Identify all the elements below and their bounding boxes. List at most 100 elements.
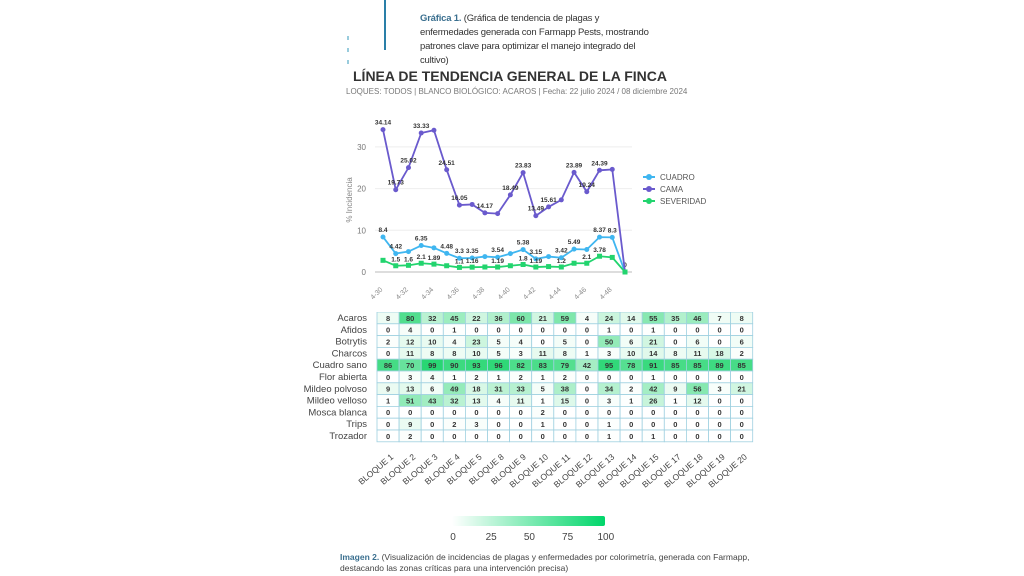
- cell-value: 70: [406, 361, 414, 370]
- cell-value: 55: [649, 314, 657, 323]
- cell-value: 23: [472, 337, 480, 346]
- y-tick-label: 30: [357, 143, 366, 152]
- data-point: [533, 264, 539, 270]
- cell-value: 5: [563, 337, 567, 346]
- data-point: [444, 250, 450, 256]
- cell-value: 0: [673, 432, 677, 441]
- data-label: 1.6: [404, 256, 413, 263]
- data-point: [418, 243, 424, 249]
- row-label: Mildeo polvoso: [304, 384, 367, 395]
- data-point: [418, 260, 424, 266]
- cell-value: 2: [386, 337, 390, 346]
- cell-value: 4: [408, 326, 413, 335]
- data-point: [507, 192, 513, 198]
- cell-value: 96: [494, 361, 502, 370]
- cell-value: 10: [472, 349, 480, 358]
- data-point: [584, 189, 590, 195]
- data-label: 8.4: [378, 227, 387, 234]
- row-label: Trozador: [329, 431, 367, 442]
- row-label: Mildeo velloso: [307, 396, 367, 407]
- cell-value: 34: [605, 385, 614, 394]
- cell-value: 60: [516, 314, 524, 323]
- data-point: [431, 127, 437, 133]
- cell-value: 0: [717, 337, 721, 346]
- cell-value: 0: [585, 326, 589, 335]
- data-point: [520, 170, 526, 176]
- row-label: Mosca blanca: [308, 407, 367, 418]
- cell-value: 8: [430, 349, 434, 358]
- cell-value: 1: [673, 396, 677, 405]
- cell-value: 0: [673, 408, 677, 417]
- cell-value: 0: [386, 432, 390, 441]
- data-label: 8.3: [608, 227, 617, 234]
- cell-value: 3: [607, 349, 611, 358]
- cell-value: 0: [519, 326, 523, 335]
- cell-value: 36: [494, 314, 502, 323]
- data-point: [405, 249, 411, 255]
- cell-value: 79: [561, 361, 569, 370]
- data-point: [495, 211, 501, 217]
- heatmap: Acaros 8 80 32 45 22 36 60 21 59 4 24 14 55 35 46 7 8Afid…: [304, 312, 754, 490]
- cell-value: 0: [740, 326, 744, 335]
- cell-value: 0: [695, 326, 699, 335]
- cell-value: 80: [406, 314, 414, 323]
- caption-label: Imagen 2.: [340, 552, 380, 562]
- cell-value: 5: [496, 337, 500, 346]
- cell-value: 43: [428, 396, 436, 405]
- cell-value: 0: [585, 420, 589, 429]
- data-point: [597, 167, 603, 173]
- cell-value: 85: [671, 361, 679, 370]
- cell-value: 0: [585, 373, 589, 382]
- cell-value: 0: [519, 420, 523, 429]
- cell-value: 0: [740, 432, 744, 441]
- data-point: [456, 202, 462, 208]
- cell-value: 0: [740, 396, 744, 405]
- cell-value: 0: [695, 432, 699, 441]
- data-point: [558, 264, 564, 270]
- data-label: 19.24: [579, 182, 596, 189]
- data-label: 4.42: [389, 244, 402, 251]
- data-label: 14.17: [477, 203, 494, 210]
- cell-value: 10: [428, 337, 436, 346]
- cell-value: 0: [496, 326, 500, 335]
- cell-value: 50: [605, 337, 613, 346]
- cell-value: 1: [541, 396, 545, 405]
- data-point: [609, 254, 615, 260]
- colorbar-tick: 50: [523, 532, 535, 543]
- cell-value: 0: [629, 408, 633, 417]
- cell-value: 4: [430, 373, 435, 382]
- data-point: [418, 130, 424, 136]
- cell-value: 0: [496, 432, 500, 441]
- cell-value: 0: [474, 408, 478, 417]
- data-label: 1.8: [519, 255, 528, 262]
- data-point: [380, 234, 386, 240]
- data-point: [482, 254, 488, 260]
- row-label: Flor abierta: [319, 372, 368, 383]
- y-axis-label: % Incidencia: [345, 177, 354, 223]
- data-label: 25.02: [400, 158, 417, 165]
- cell-value: 32: [428, 314, 436, 323]
- cell-value: 0: [673, 337, 677, 346]
- data-label: 1.2: [557, 258, 566, 265]
- cell-value: 0: [430, 326, 434, 335]
- cell-value: 82: [516, 361, 524, 370]
- data-label: 5.38: [517, 240, 530, 247]
- y-tick-label: 10: [357, 226, 366, 235]
- cell-value: 1: [607, 420, 611, 429]
- cell-value: 0: [430, 432, 434, 441]
- cell-value: 0: [629, 373, 633, 382]
- cell-value: 18: [472, 385, 480, 394]
- legend-marker: [646, 186, 652, 192]
- cell-value: 2: [563, 373, 567, 382]
- x-tick-label: 4-46: [573, 286, 588, 301]
- cell-value: 51: [406, 396, 414, 405]
- data-point: [609, 166, 615, 172]
- cell-value: 0: [386, 420, 390, 429]
- legend-label: CUADRO: [660, 173, 695, 182]
- cell-value: 86: [384, 361, 392, 370]
- data-label: 6.35: [415, 236, 428, 243]
- cell-value: 11: [693, 349, 701, 358]
- cell-value: 1: [651, 326, 655, 335]
- cell-value: 8: [740, 314, 744, 323]
- cell-value: 1: [541, 420, 545, 429]
